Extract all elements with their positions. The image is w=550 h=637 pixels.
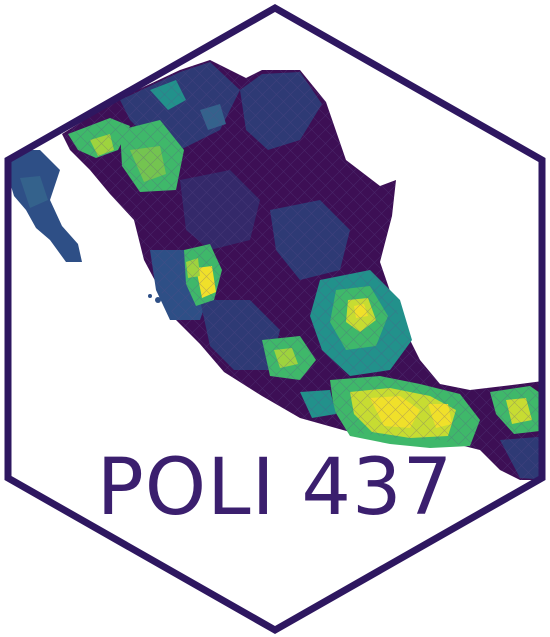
- course-title: POLI 437: [96, 443, 454, 533]
- map-of-mexico: [8, 60, 542, 480]
- hexagon-border: [4, 3, 546, 635]
- baja-california-region: [8, 150, 82, 262]
